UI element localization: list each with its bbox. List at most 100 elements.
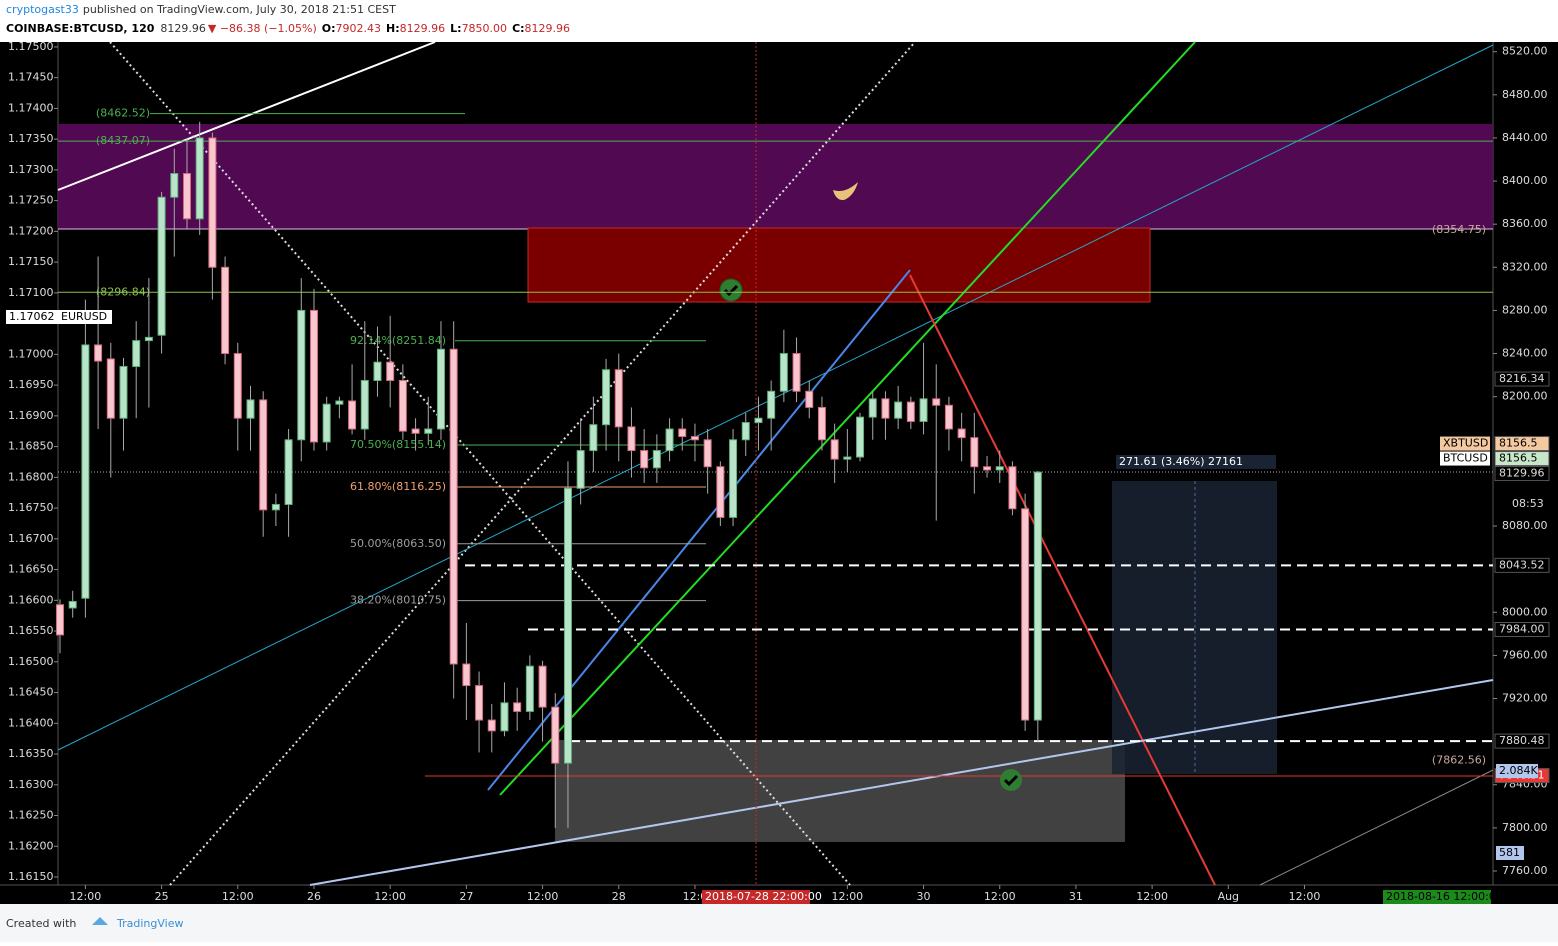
candle-body <box>868 398 877 418</box>
candle-body <box>500 702 509 732</box>
footer-text: Created with <box>6 917 76 930</box>
candle-body <box>779 353 788 392</box>
y2-tick-label: 1.16700 <box>8 532 54 545</box>
y2-tick-label: 1.16400 <box>8 716 54 729</box>
axis-tag-label: 2018-08-16 12:00:00 <box>1386 890 1503 903</box>
candle-body <box>271 503 280 511</box>
y-tick-label: 8480.00 <box>1502 88 1548 101</box>
y2-tick-label: 1.16550 <box>8 624 54 637</box>
y-tick-label: 8200.00 <box>1502 390 1548 403</box>
price-tag-label: 8216.34 <box>1499 372 1545 385</box>
symbol-tag-label: XBTUSD <box>1443 437 1488 450</box>
price-tag <box>1494 451 1550 467</box>
y-tick-label: 8520.00 <box>1502 45 1548 58</box>
candle-body <box>894 401 903 419</box>
candle-body <box>106 358 115 419</box>
x-tick-label: 12:00 <box>374 890 406 903</box>
candle-body <box>68 600 77 609</box>
candle-body <box>652 450 661 469</box>
candle-body <box>843 456 852 460</box>
y-tick-label: 7960.00 <box>1502 648 1548 661</box>
candle-body <box>754 417 763 424</box>
candle-body <box>513 702 522 712</box>
ohlc-key: C: <box>512 22 524 35</box>
candle-body <box>856 416 865 458</box>
header-line: cryptogast33 published on TradingView.com… <box>6 3 396 16</box>
candle-body <box>246 399 255 419</box>
trend-line <box>57 44 1494 751</box>
level-label: (8462.52) <box>96 107 150 120</box>
y-tick-label: 8080.00 <box>1502 519 1548 532</box>
y-tick-label: 7760.00 <box>1502 864 1548 877</box>
level-label: 61.80%(8116.25) <box>350 480 446 493</box>
axis-tag-label: 08:53 <box>1512 497 1544 510</box>
axis-tag <box>1383 890 1491 904</box>
candle-body <box>221 266 230 355</box>
y2-tick-label: 1.17200 <box>8 224 54 237</box>
candle-body <box>576 450 585 489</box>
y2-tick-label: 1.17500 <box>8 40 54 53</box>
candle-body <box>132 340 141 367</box>
candle-body <box>703 439 712 468</box>
y-tick-label: 7800.00 <box>1502 821 1548 834</box>
candle-body <box>614 369 623 428</box>
price-tag-label: 8156.5 <box>1499 452 1538 465</box>
price-tag <box>1494 557 1550 573</box>
candle-body <box>932 398 941 406</box>
candle-body <box>881 398 890 419</box>
candle-body <box>462 663 471 687</box>
x-tick-label: Aug <box>1218 890 1239 903</box>
y2-tick-label: 1.16300 <box>8 778 54 791</box>
axis-tag <box>1116 455 1276 469</box>
y2-tick-label: 1.16900 <box>8 409 54 422</box>
x-tick-label: 12:00 <box>1289 890 1321 903</box>
y-tick-label: 8360.00 <box>1502 217 1548 230</box>
zone-label: (7862.56) <box>1432 753 1486 766</box>
candle-body <box>373 361 382 381</box>
price-tag-label: 8156.5 <box>1499 437 1538 450</box>
price-tag <box>1494 733 1550 749</box>
level-label: 70.50%(8155.14) <box>350 438 446 451</box>
x-tick-label: 27 <box>459 890 473 903</box>
candle-body <box>716 466 725 518</box>
candle-body <box>56 604 64 636</box>
x-tick-label: 12:00 <box>222 890 254 903</box>
candle-body <box>1021 508 1030 721</box>
candle-body <box>348 400 357 430</box>
candle-body <box>983 466 992 471</box>
candle-body <box>627 426 636 452</box>
y2-tick-label: 1.16850 <box>8 440 54 453</box>
axis-tag-label: 2.084K <box>1499 764 1538 777</box>
axis-tag-label: EURUSD <box>61 310 107 323</box>
trend-line <box>909 274 1216 886</box>
axis-tag-label: 581 <box>1499 846 1520 859</box>
axis-tag <box>1509 497 1541 511</box>
x-tick-label: 30 <box>917 890 931 903</box>
candle-body <box>424 428 433 434</box>
candle-body <box>665 428 674 452</box>
axis-tag-label: 271.61 (3.46%) 27161 <box>1119 455 1243 468</box>
ohlc-key: O: <box>322 22 336 35</box>
symbol: COINBASE:BTCUSD, 120 <box>6 22 155 35</box>
candle-body <box>944 404 953 430</box>
zone <box>58 124 1493 229</box>
candle-body <box>563 487 572 764</box>
axis-tag-label: 2018-07-28 22:00:00 <box>705 890 822 903</box>
zone-label: (8354.75) <box>1432 223 1486 236</box>
trend-line <box>1259 769 1494 886</box>
candle-body <box>1008 466 1017 510</box>
candle-body <box>475 685 484 721</box>
candle-body <box>411 428 420 434</box>
candle-body <box>792 353 801 392</box>
change: ▼ −86.38 (−1.05%) <box>208 22 317 35</box>
y2-tick-label: 1.16650 <box>8 563 54 576</box>
price-tag-label: 8129.96 <box>1499 467 1545 480</box>
candle-body <box>449 348 458 665</box>
ohlc-key: L: <box>450 22 461 35</box>
y-tick-label: 8400.00 <box>1502 174 1548 187</box>
symbol-tag-label: BTCUSD <box>1443 452 1488 465</box>
candle-body <box>995 466 1004 471</box>
y2-tick-label: 1.17250 <box>8 194 54 207</box>
candle-body <box>119 365 128 419</box>
